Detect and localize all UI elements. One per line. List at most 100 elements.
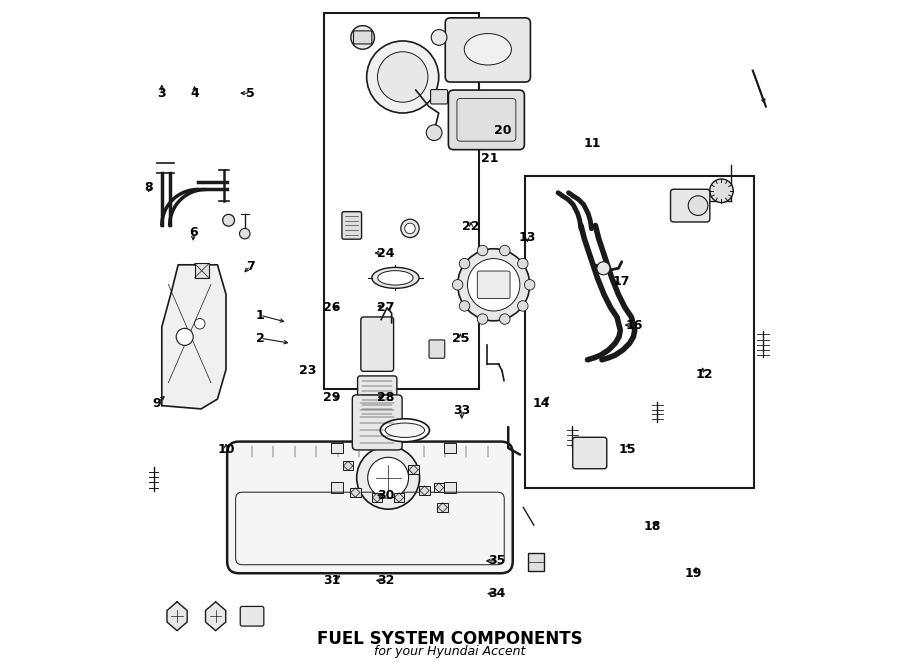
FancyBboxPatch shape (361, 317, 393, 371)
Text: 29: 29 (323, 391, 341, 404)
Circle shape (459, 258, 470, 269)
Text: 9: 9 (152, 397, 161, 410)
FancyBboxPatch shape (430, 89, 447, 104)
Bar (444, 443, 456, 453)
Text: 19: 19 (685, 567, 702, 581)
FancyBboxPatch shape (670, 189, 710, 222)
Text: 16: 16 (626, 318, 644, 332)
Text: 32: 32 (377, 574, 394, 587)
Text: 17: 17 (613, 275, 630, 288)
FancyBboxPatch shape (448, 90, 525, 150)
Circle shape (457, 249, 530, 321)
Text: 35: 35 (489, 554, 506, 567)
Text: 21: 21 (481, 152, 498, 166)
Text: 2: 2 (256, 332, 265, 345)
FancyBboxPatch shape (357, 376, 397, 419)
Bar (331, 443, 343, 453)
Bar (409, 465, 419, 475)
Bar (350, 488, 361, 497)
FancyBboxPatch shape (477, 271, 510, 299)
Circle shape (368, 457, 409, 498)
Text: 10: 10 (217, 443, 235, 456)
Circle shape (518, 301, 528, 311)
Text: 4: 4 (190, 87, 199, 100)
Bar (194, 263, 209, 278)
Bar (394, 493, 404, 502)
Circle shape (459, 301, 470, 311)
Circle shape (597, 261, 610, 275)
FancyBboxPatch shape (572, 438, 607, 469)
Ellipse shape (464, 34, 511, 65)
Text: 8: 8 (144, 181, 153, 194)
Text: 13: 13 (518, 231, 536, 244)
Text: 33: 33 (454, 404, 471, 416)
Polygon shape (162, 265, 226, 409)
Circle shape (351, 26, 374, 49)
Circle shape (431, 30, 447, 45)
Text: 25: 25 (452, 332, 469, 345)
Circle shape (467, 259, 520, 311)
Text: 1: 1 (256, 308, 265, 322)
Bar (331, 483, 343, 493)
FancyBboxPatch shape (342, 212, 362, 239)
Text: 14: 14 (533, 397, 551, 410)
Circle shape (688, 196, 708, 215)
Circle shape (405, 223, 415, 234)
Text: 22: 22 (463, 220, 480, 233)
Text: for your Hyundai Accent: for your Hyundai Accent (374, 645, 526, 658)
FancyBboxPatch shape (446, 18, 530, 82)
Circle shape (427, 125, 442, 140)
Circle shape (518, 258, 528, 269)
Bar (372, 493, 382, 502)
Circle shape (194, 318, 205, 329)
Circle shape (222, 214, 235, 226)
Bar (343, 461, 354, 471)
Bar (419, 486, 430, 495)
Text: 12: 12 (696, 368, 713, 381)
Circle shape (525, 279, 535, 290)
Bar (525, 176, 753, 488)
Circle shape (400, 219, 419, 238)
Text: 11: 11 (584, 137, 601, 150)
Circle shape (710, 179, 734, 203)
Text: 3: 3 (158, 87, 166, 100)
Circle shape (500, 314, 510, 324)
FancyBboxPatch shape (352, 395, 402, 450)
Bar (528, 553, 544, 571)
FancyBboxPatch shape (354, 31, 372, 44)
Polygon shape (167, 602, 187, 631)
Ellipse shape (381, 419, 429, 442)
Circle shape (366, 41, 438, 113)
Bar (324, 13, 479, 389)
FancyBboxPatch shape (429, 340, 445, 358)
Text: 7: 7 (246, 260, 255, 273)
Bar (434, 483, 445, 493)
Text: 34: 34 (489, 587, 506, 600)
Text: 5: 5 (246, 87, 255, 100)
FancyBboxPatch shape (227, 442, 513, 573)
Text: 24: 24 (377, 246, 394, 260)
Polygon shape (205, 602, 226, 631)
Circle shape (477, 314, 488, 324)
Text: 31: 31 (323, 574, 341, 587)
Circle shape (500, 246, 510, 256)
Text: 15: 15 (618, 443, 635, 456)
Text: 6: 6 (189, 226, 197, 238)
Text: 23: 23 (299, 364, 317, 377)
Circle shape (239, 228, 250, 239)
Circle shape (356, 446, 419, 509)
Text: 28: 28 (377, 391, 394, 404)
Ellipse shape (378, 271, 413, 285)
Bar (444, 483, 456, 493)
Text: 26: 26 (323, 301, 341, 314)
FancyBboxPatch shape (240, 606, 264, 626)
Text: 18: 18 (644, 520, 661, 534)
Text: 27: 27 (377, 301, 394, 314)
Circle shape (453, 279, 463, 290)
Circle shape (176, 328, 194, 346)
Text: 20: 20 (494, 124, 511, 137)
Circle shape (477, 246, 488, 256)
Bar (437, 503, 448, 512)
Text: 30: 30 (377, 489, 394, 502)
Text: FUEL SYSTEM COMPONENTS: FUEL SYSTEM COMPONENTS (317, 630, 583, 649)
